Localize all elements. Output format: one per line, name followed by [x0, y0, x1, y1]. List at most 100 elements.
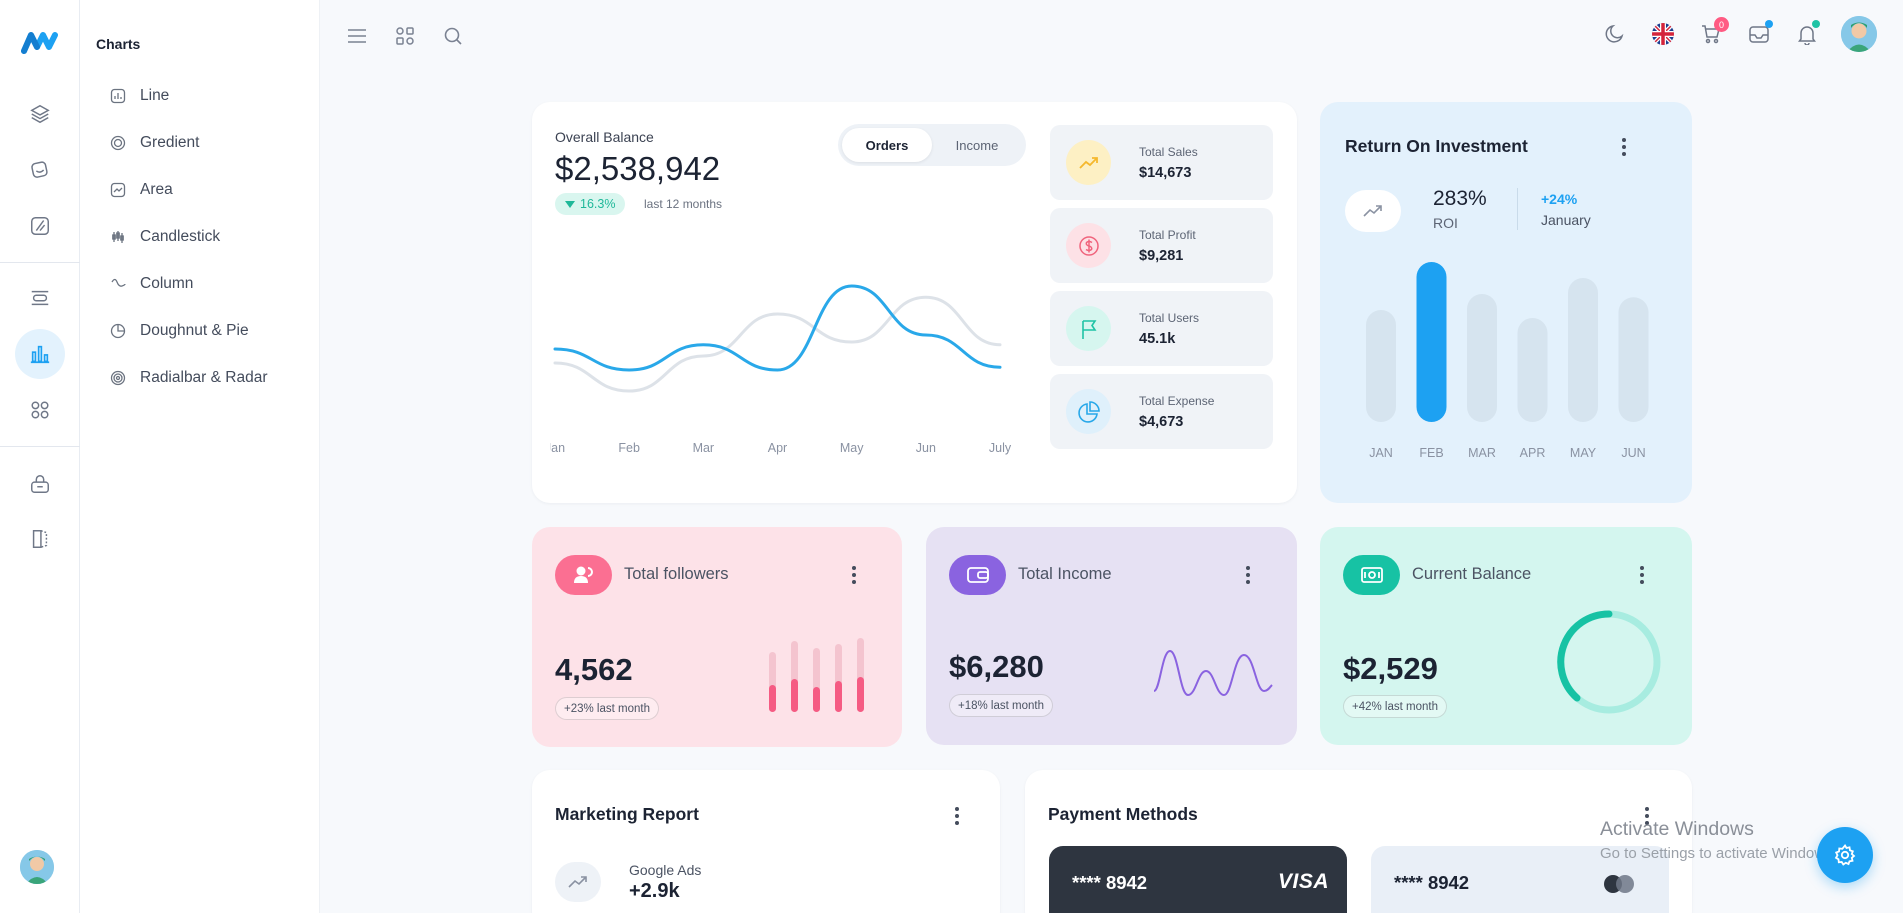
pie-icon [1077, 400, 1100, 423]
current-balance-card: Current Balance $2,529 +42% last month [1320, 527, 1692, 745]
notification-dot [1812, 20, 1820, 28]
google-ads-label: Google Ads [629, 862, 702, 878]
avatar[interactable] [20, 850, 54, 884]
submenu-item-radialbar-radar[interactable]: Radialbar & Radar [110, 354, 268, 401]
book-icon[interactable] [15, 514, 65, 564]
roi-x-label: MAR [1468, 446, 1496, 460]
line-series [553, 284, 1002, 372]
x-tick-label: Feb [618, 441, 640, 455]
logo-icon[interactable] [15, 17, 65, 67]
stat-label: Total Users [1139, 311, 1200, 325]
stat-total-expense: Total Expense $4,673 [1050, 374, 1273, 449]
watermark-line2: Go to Settings to activate Windows. [1600, 845, 1837, 862]
user-avatar[interactable] [1841, 16, 1877, 52]
charts-icon[interactable] [15, 329, 65, 379]
tab-income[interactable]: Income [955, 137, 999, 153]
stat-label: Total Profit [1139, 228, 1196, 242]
more-options-icon[interactable] [1244, 565, 1252, 585]
payment-card-mastercard[interactable]: **** 8942 [1371, 846, 1669, 913]
cart-icon[interactable]: 0 [1697, 17, 1729, 48]
balance-radial-chart [1557, 610, 1661, 714]
roi-bar [1618, 297, 1649, 422]
x-tick-label: July [989, 441, 1012, 455]
roi-month: January [1541, 212, 1591, 228]
language-flag-icon[interactable] [1649, 20, 1677, 48]
roi-bar [1517, 318, 1548, 422]
submenu-item-candlestick[interactable]: Candlestick [110, 213, 268, 260]
trend-up-icon [568, 876, 587, 888]
apps-grid-icon[interactable] [391, 22, 419, 50]
cart-badge: 0 [1714, 17, 1729, 32]
windows-activation-watermark: Activate Windows Go to Settings to activ… [1600, 818, 1837, 862]
wallet-icon [966, 567, 989, 583]
dollar-icon [1078, 235, 1099, 256]
marketing-report-card: Marketing Report Google Ads +2.9k [532, 770, 1000, 913]
current-balance-change: +42% last month [1343, 695, 1447, 718]
stat-value: $14,673 [1139, 165, 1192, 181]
balance-icon-pill [1343, 555, 1400, 595]
dark-mode-icon[interactable] [1601, 20, 1629, 48]
sticker-icon[interactable] [15, 145, 65, 195]
x-tick-label: Jan [550, 441, 565, 455]
more-options-icon[interactable] [953, 806, 961, 826]
tab-orders[interactable]: Orders [842, 128, 932, 162]
more-options-icon[interactable] [1620, 137, 1628, 157]
menu-icon[interactable] [343, 22, 371, 50]
roi-bar [1568, 278, 1598, 422]
roi-x-label: MAY [1570, 446, 1597, 460]
stat-icon-circle [1066, 223, 1111, 268]
lock-icon[interactable] [15, 459, 65, 509]
icon-rail [0, 0, 80, 913]
stat-total-sales: Total Sales $14,673 [1050, 125, 1273, 200]
column-chart-icon [111, 278, 126, 287]
settings-fab[interactable] [1817, 827, 1873, 883]
inbox-icon[interactable] [1745, 20, 1773, 48]
stat-icon-circle [1066, 306, 1111, 351]
x-tick-label: Apr [768, 441, 787, 455]
layers-icon[interactable] [15, 89, 65, 139]
header-right: 0 [1601, 16, 1877, 52]
flag-icon [1081, 319, 1096, 339]
inbox-dot [1765, 20, 1773, 28]
followers-change: +23% last month [555, 697, 659, 720]
balance-line-chart: Jan Feb Mar Apr May Jun July [550, 284, 1012, 455]
area-chart-icon [110, 182, 126, 197]
search-icon[interactable] [439, 22, 467, 50]
charts-submenu: Charts Line Gredient Area Candlestick Co… [80, 0, 320, 913]
submenu-item-line[interactable]: Line [110, 72, 268, 119]
gradient-chart-icon [110, 135, 126, 150]
roi-card: Return On Investment 283% ROI +24% Janua… [1320, 102, 1692, 503]
candlestick-chart-icon [112, 230, 124, 243]
orders-income-toggle: Orders Income [838, 124, 1026, 166]
header-left [343, 22, 467, 50]
payment-card-visa[interactable]: **** 8942 VISA [1049, 846, 1347, 913]
income-value: $6,280 [949, 649, 1044, 684]
more-options-icon[interactable] [1643, 806, 1651, 826]
stat-icon-circle [1066, 140, 1111, 185]
more-options-icon[interactable] [1638, 565, 1646, 585]
x-tick-label: Mar [693, 441, 715, 455]
gear-icon [1834, 843, 1856, 866]
income-icon-pill [949, 555, 1006, 595]
layout-icon[interactable] [15, 273, 65, 323]
submenu-item-column[interactable]: Column [110, 260, 268, 307]
roi-value: 283% [1433, 187, 1487, 210]
google-ads-value: +2.9k [629, 880, 680, 902]
stat-value: $4,673 [1139, 414, 1184, 430]
line-chart-icon [110, 88, 126, 103]
followers-bars-chart [769, 638, 864, 712]
submenu-item-gredient[interactable]: Gredient [110, 119, 268, 166]
submenu-item-label: Doughnut & Pie [140, 321, 249, 339]
more-options-icon[interactable] [850, 565, 858, 585]
submenu-item-doughnut-pie[interactable]: Doughnut & Pie [110, 307, 268, 354]
payment-title: Payment Methods [1048, 804, 1198, 824]
submenu-item-area[interactable]: Area [110, 166, 268, 213]
roi-label: ROI [1433, 215, 1458, 231]
notification-bell-icon[interactable] [1793, 20, 1821, 48]
roi-bar-chart: JAN FEB MAR APR MAY JUN [1366, 262, 1649, 460]
apps-icon[interactable] [15, 385, 65, 435]
design-icon[interactable] [15, 201, 65, 251]
overall-balance-value: $2,538,942 [555, 150, 721, 187]
overall-balance-label: Overall Balance [555, 129, 654, 145]
income-wave-chart [1153, 649, 1273, 697]
